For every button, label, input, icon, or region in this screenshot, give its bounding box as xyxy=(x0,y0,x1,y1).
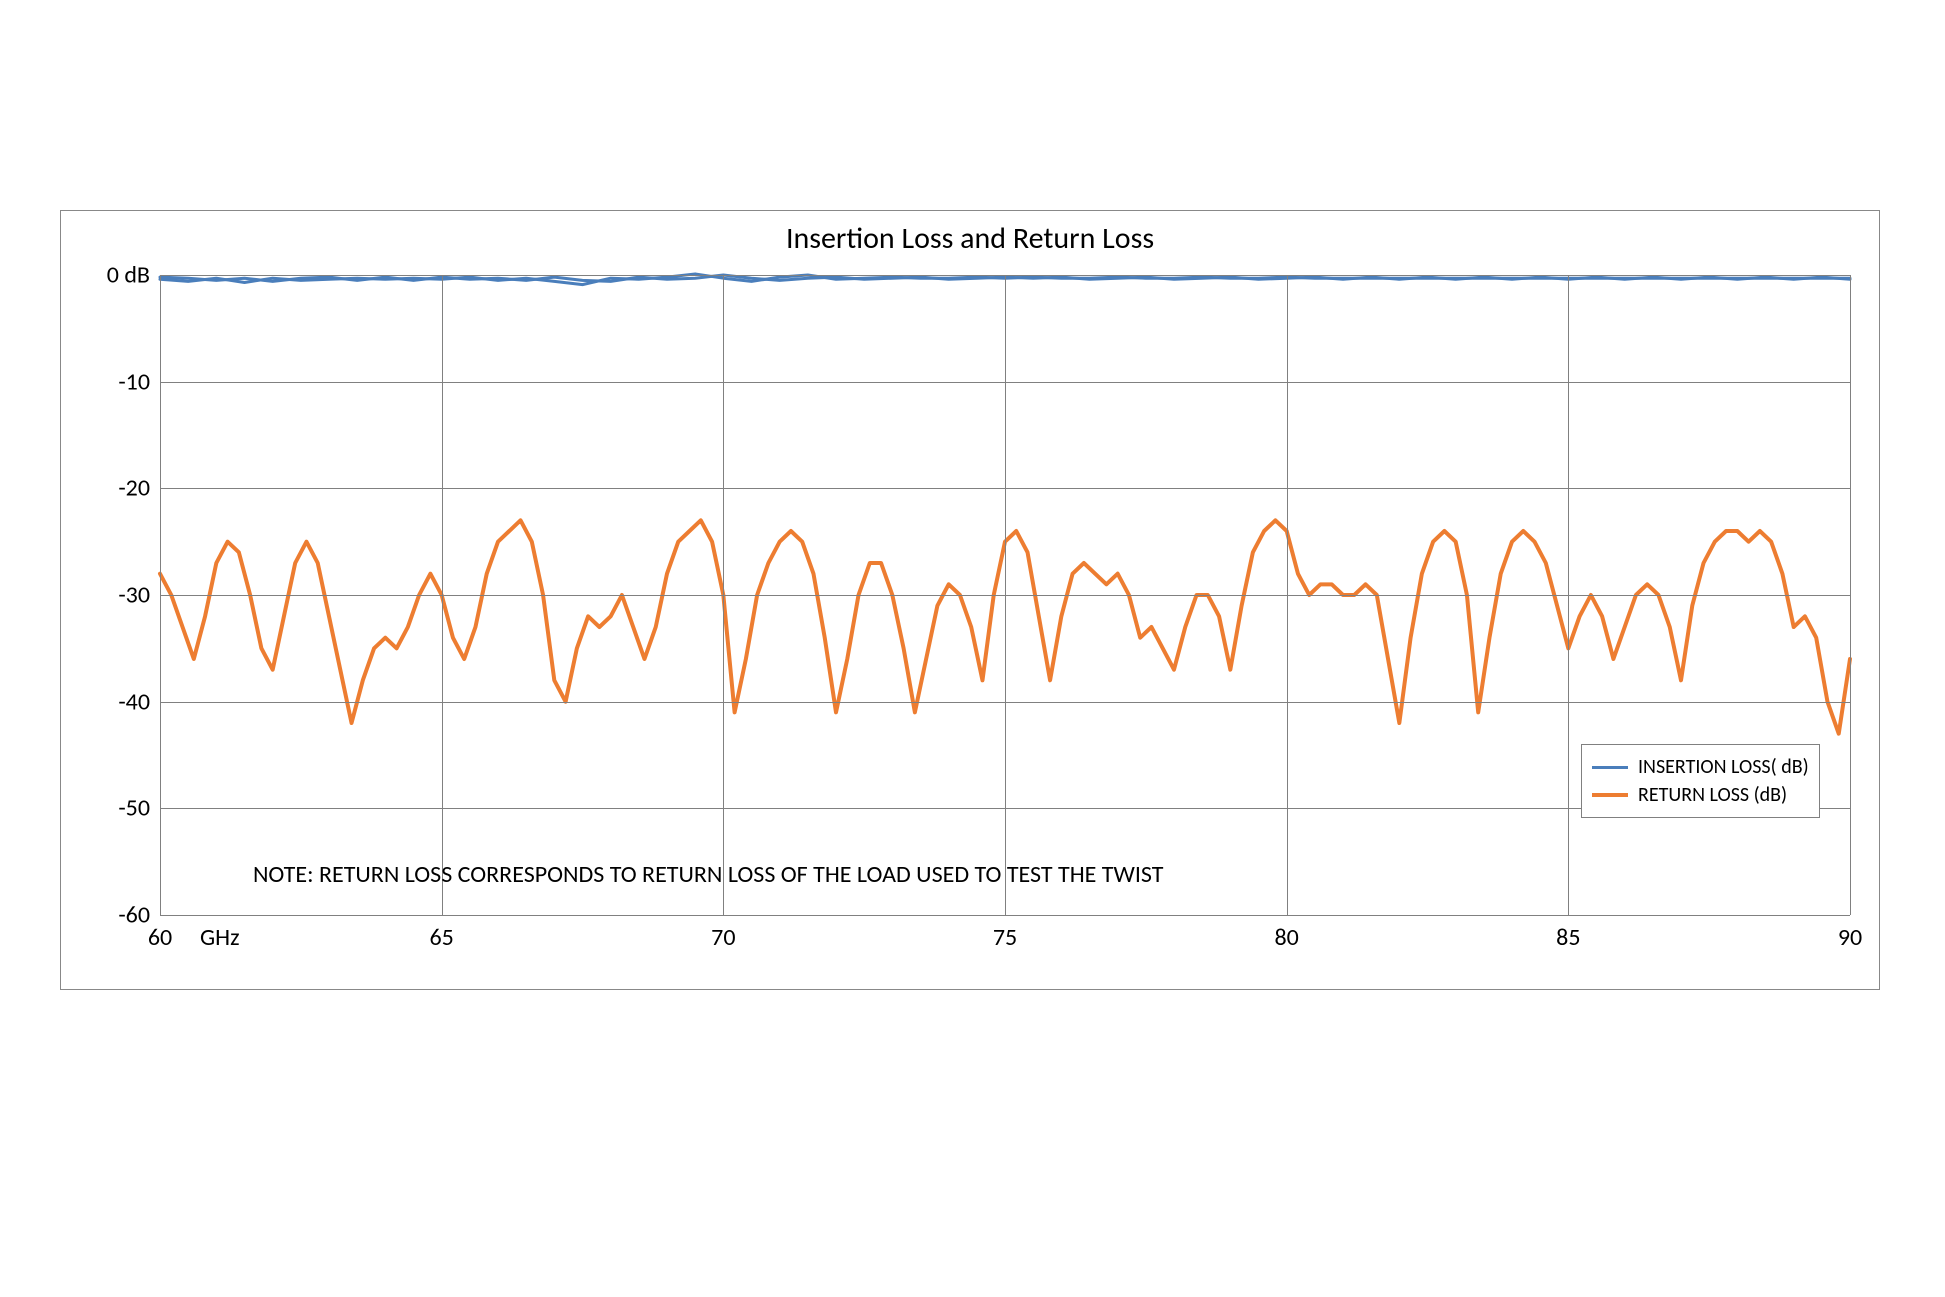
legend: INSERTION LOSS( dB) RETURN LOSS (dB) xyxy=(1581,744,1820,818)
x-tick-label: 75 xyxy=(993,923,1017,952)
x-tick-label: 65 xyxy=(429,923,453,952)
chart-title: Insertion Loss and Return Loss xyxy=(60,220,1880,257)
x-tick-label: 60 xyxy=(148,923,172,952)
plot-area xyxy=(160,275,1850,915)
x-tick-label: 80 xyxy=(1274,923,1298,952)
y-tick-label: -40 xyxy=(118,687,150,716)
y-tick-label: -50 xyxy=(118,794,150,823)
legend-swatch xyxy=(1592,793,1628,797)
y-tick-label: -60 xyxy=(118,901,150,930)
gridline-horizontal xyxy=(160,595,1850,596)
y-tick-label: -30 xyxy=(118,581,150,610)
gridline-horizontal xyxy=(160,382,1850,383)
x-tick-label: 70 xyxy=(711,923,735,952)
gridline-horizontal xyxy=(160,275,1850,276)
legend-label: RETURN LOSS (dB) xyxy=(1638,783,1787,807)
x-tick-label: 85 xyxy=(1556,923,1580,952)
y-tick-label: -10 xyxy=(118,367,150,396)
x-axis-unit-label: GHz xyxy=(200,923,240,952)
gridline-horizontal xyxy=(160,702,1850,703)
y-tick-label: 0 dB xyxy=(107,261,150,290)
x-tick-label: 90 xyxy=(1838,923,1862,952)
legend-label: INSERTION LOSS( dB) xyxy=(1638,755,1809,779)
chart-note: NOTE: RETURN LOSS CORRESPONDS TO RETURN … xyxy=(253,860,1164,889)
gridline-horizontal xyxy=(160,488,1850,489)
y-tick-label: -20 xyxy=(118,474,150,503)
gridline-horizontal xyxy=(160,915,1850,916)
legend-swatch xyxy=(1592,766,1628,769)
legend-item: RETURN LOSS (dB) xyxy=(1592,783,1809,807)
gridline-vertical xyxy=(1850,275,1851,915)
legend-item: INSERTION LOSS( dB) xyxy=(1592,755,1809,779)
